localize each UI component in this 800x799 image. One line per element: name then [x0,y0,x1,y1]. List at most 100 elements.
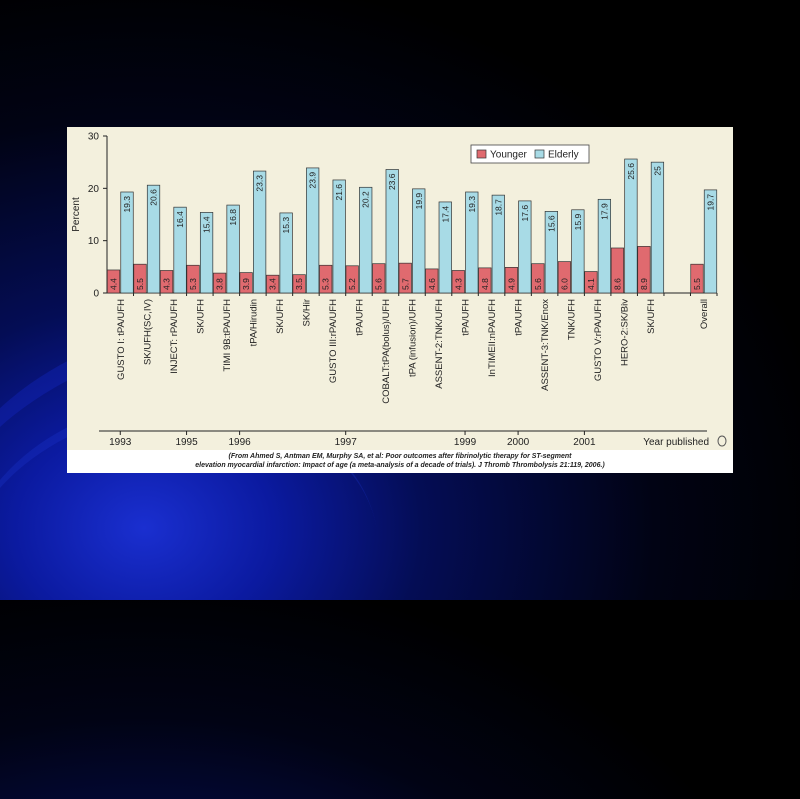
bar-elderly [306,167,320,294]
bar-label-younger: 4.6 [427,278,437,290]
bar-younger [292,274,306,294]
bar-younger [266,274,280,294]
bar-label-younger: 3.5 [294,278,304,290]
bar-label-younger: 5.6 [374,278,384,290]
bar-younger [106,269,121,294]
bar-younger [504,267,518,294]
year-label: 1997 [335,437,358,448]
bar-label-elderly: 20.2 [361,191,371,208]
bar-label-younger: 8.9 [639,278,649,290]
bar-label-elderly: 15.4 [202,216,212,233]
bar-chart: 0 10 20 30 Percent 4.4 19.3 GUSTO I: tPA/UFH 5.5… [71,132,727,448]
legend-swatch-elderly [534,149,545,159]
bar-elderly [624,158,638,294]
legend-swatch-younger [476,149,487,159]
bar-elderly [385,169,399,294]
bar-elderly [279,212,293,294]
category-label: InTIMEII:nPA/UFH [487,299,498,377]
bar-label-younger: 3.9 [241,278,251,290]
category-label: HERO-2:SK/Biv [620,299,631,366]
bar-label-elderly: 15.9 [573,214,583,231]
y-tick-label: 0 [93,289,99,300]
category-label: TIMI 9B:tPA/UFH [222,299,233,372]
category-label: tPA (infusion)/UFH [408,299,419,377]
bar-elderly [544,211,558,294]
bar-label-younger: 5.2 [347,278,357,290]
bar-label-younger: 4.8 [480,278,490,290]
bar-elderly [571,209,585,294]
bar-label-younger: 4.3 [162,278,172,290]
legend-label-younger: Younger [490,150,528,161]
bar-elderly [120,191,134,294]
bar-label-younger: 3.4 [268,278,278,290]
category-label: tPA/UFH [354,299,365,336]
bar-younger [425,268,439,294]
category-label: tPA/Hirudin [248,299,259,346]
bar-younger [531,263,545,294]
bar-label-elderly: 23.9 [308,172,318,189]
bar-label-elderly: 16.8 [228,209,238,226]
y-tick-label: 20 [88,184,100,195]
year-label: 1993 [109,437,132,448]
category-label: SK/UFH(SC,IV) [142,299,153,365]
bar-elderly [253,170,267,294]
category-label: GUSTO I: tPA/UFH [116,299,127,380]
bar-younger [133,263,147,294]
category-label: tPA/UFH [514,299,525,336]
bar-label-younger: 3.8 [215,278,225,290]
category-label: COBALT:tPA(bolus)/UFH [381,299,392,404]
bar-younger [637,246,651,294]
bar-label-elderly: 16.4 [175,211,185,228]
bar-label-elderly: 17.6 [520,205,530,222]
bar-younger [690,263,704,294]
bar-elderly [146,184,161,294]
bar-younger [584,271,598,294]
y-tick-label: 30 [88,132,100,143]
bar-label-elderly: 18.7 [493,199,503,216]
year-label: 1995 [175,437,198,448]
bar-elderly [650,161,665,294]
bar-label-elderly: 23.6 [387,173,397,190]
category-label: GUSTO III:rPA/UFH [328,299,339,383]
bar-younger [451,270,465,294]
bar-younger [557,261,571,294]
y-tick-label: 10 [88,236,100,247]
bar-younger [212,272,227,294]
bar-elderly [438,201,452,294]
bar-label-elderly: 20.6 [149,189,159,206]
bar-label-elderly: 23.3 [255,175,265,192]
bar-label-younger: 6.0 [559,278,569,290]
bar-label-elderly: 21.6 [334,184,344,201]
bar-label-elderly: 17.9 [599,203,609,220]
bar-younger [610,247,625,294]
bar-elderly [199,212,214,294]
category-label: tPA/UFH [461,299,472,336]
bar-label-elderly: 19.9 [414,193,424,210]
bar-younger [186,264,200,294]
bar-label-younger: 4.3 [453,278,463,290]
bar-label-younger: 5.5 [135,278,145,290]
category-label: ASSENT-3:TNK/Enox [540,299,551,391]
bar-elderly [359,186,373,294]
bar-elderly [703,189,718,294]
category-label: ASSENT-2:TNK/UFH [434,299,445,389]
category-label: SK/UFH [646,299,657,334]
chart-panel: 0 10 20 30 Percent 4.4 19.3 GUSTO I: tPA/UFH 5.5… [67,127,733,450]
bar-elderly [332,179,346,294]
bar-younger [372,263,386,294]
legend-box [470,144,590,164]
bar-label-elderly: 19.7 [705,194,715,211]
bar-elderly [226,204,240,294]
bar-younger [398,262,412,294]
legend-label-elderly: Elderly [548,150,579,161]
category-label: Overall [699,299,710,329]
bar-label-younger: 5.6 [533,278,543,290]
bar-elderly [173,206,187,294]
category-label: GUSTO V:rPA/UFH [593,299,604,381]
bar-label-elderly: 19.3 [122,196,132,213]
bar-elderly [465,191,479,294]
bar-label-elderly: 25 [652,166,662,176]
category-label: SK/Hir [301,299,312,326]
year-label: 1996 [228,437,251,448]
bar-label-younger: 8.6 [612,278,622,290]
